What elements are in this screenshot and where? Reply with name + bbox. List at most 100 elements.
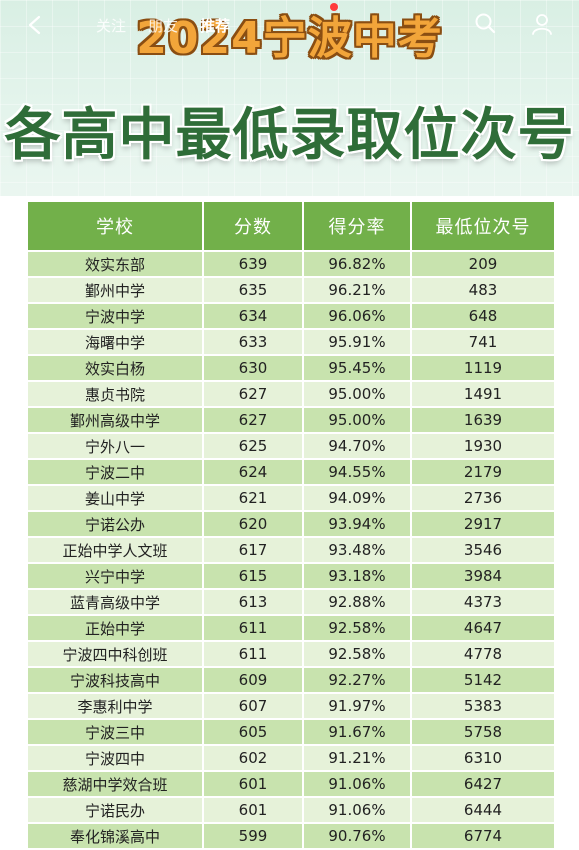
table-row: 效实白杨 630 95.45% 1119 bbox=[28, 356, 554, 380]
back-icon[interactable] bbox=[24, 14, 46, 36]
search-icon[interactable] bbox=[474, 12, 496, 34]
table-row: 兴宁中学 615 93.18% 3984 bbox=[28, 564, 554, 588]
table-row: 宁波中学 634 96.06% 648 bbox=[28, 304, 554, 328]
score-cell: 639 bbox=[204, 252, 304, 276]
min-rank-cell: 6310 bbox=[412, 746, 554, 770]
min-rank-cell: 1491 bbox=[412, 382, 554, 406]
table-row: 宁波四中科创班 611 92.58% 4778 bbox=[28, 642, 554, 666]
score-cell: 607 bbox=[204, 694, 304, 718]
header-school: 学校 bbox=[28, 202, 204, 250]
school-cell: 宁外八一 bbox=[28, 434, 204, 458]
header-score-rate: 得分率 bbox=[304, 202, 412, 250]
tab-recommend[interactable]: 推荐 bbox=[200, 16, 231, 35]
score-cell: 611 bbox=[204, 616, 304, 640]
score-rate-cell: 92.88% bbox=[304, 590, 412, 614]
school-cell: 鄞州高级中学 bbox=[28, 408, 204, 432]
school-cell: 鄞州中学 bbox=[28, 278, 204, 302]
score-cell: 625 bbox=[204, 434, 304, 458]
score-rate-cell: 93.48% bbox=[304, 538, 412, 562]
min-rank-cell: 2179 bbox=[412, 460, 554, 484]
top-tabs: 关注 朋友 推荐 bbox=[96, 12, 230, 38]
min-rank-cell: 5142 bbox=[412, 668, 554, 692]
min-rank-cell: 4778 bbox=[412, 642, 554, 666]
school-cell: 蓝青高级中学 bbox=[28, 590, 204, 614]
table-row: 宁诺民办 601 91.06% 6444 bbox=[28, 798, 554, 822]
table-row: 鄞州中学 635 96.21% 483 bbox=[28, 278, 554, 302]
score-rate-cell: 95.00% bbox=[304, 382, 412, 406]
min-rank-cell: 483 bbox=[412, 278, 554, 302]
cutoff-table: 学校 分数 得分率 最低位次号 效实东部 639 96.82% 209 鄞州中学 635 9… bbox=[28, 200, 554, 850]
min-rank-cell: 4647 bbox=[412, 616, 554, 640]
score-cell: 617 bbox=[204, 538, 304, 562]
header-banner: 2024宁波中考 各高中最低录取位次号 bbox=[0, 0, 579, 196]
score-rate-cell: 94.55% bbox=[304, 460, 412, 484]
min-rank-cell: 2917 bbox=[412, 512, 554, 536]
table-row: 蓝青高级中学 613 92.88% 4373 bbox=[28, 590, 554, 614]
score-rate-cell: 92.27% bbox=[304, 668, 412, 692]
tab-follow[interactable]: 关注 bbox=[96, 16, 127, 35]
school-cell: 李惠利中学 bbox=[28, 694, 204, 718]
score-cell: 599 bbox=[204, 824, 304, 848]
table-row: 惠贞书院 627 95.00% 1491 bbox=[28, 382, 554, 406]
score-rate-cell: 91.21% bbox=[304, 746, 412, 770]
school-cell: 正始中学 bbox=[28, 616, 204, 640]
score-cell: 624 bbox=[204, 460, 304, 484]
score-cell: 613 bbox=[204, 590, 304, 614]
school-cell: 海曙中学 bbox=[28, 330, 204, 354]
school-cell: 姜山中学 bbox=[28, 486, 204, 510]
school-cell: 宁波科技高中 bbox=[28, 668, 204, 692]
score-cell: 601 bbox=[204, 798, 304, 822]
header-min-rank: 最低位次号 bbox=[412, 202, 554, 250]
table-row: 宁波四中 602 91.21% 6310 bbox=[28, 746, 554, 770]
score-rate-cell: 96.06% bbox=[304, 304, 412, 328]
school-cell: 宁诺公办 bbox=[28, 512, 204, 536]
table-row: 正始中学 611 92.58% 4647 bbox=[28, 616, 554, 640]
min-rank-cell: 1119 bbox=[412, 356, 554, 380]
score-cell: 620 bbox=[204, 512, 304, 536]
school-cell: 宁诺民办 bbox=[28, 798, 204, 822]
table-row: 宁波二中 624 94.55% 2179 bbox=[28, 460, 554, 484]
school-cell: 宁波四中 bbox=[28, 746, 204, 770]
notification-dot bbox=[330, 3, 338, 11]
page-title-main: 各高中最低录取位次号 bbox=[4, 103, 575, 168]
app-bar: 关注 朋友 推荐 bbox=[0, 0, 579, 52]
tab-friends[interactable]: 朋友 bbox=[148, 16, 179, 35]
table-row: 宁诺公办 620 93.94% 2917 bbox=[28, 512, 554, 536]
min-rank-cell: 5758 bbox=[412, 720, 554, 744]
score-rate-cell: 92.58% bbox=[304, 642, 412, 666]
score-rate-cell: 91.06% bbox=[304, 798, 412, 822]
score-rate-cell: 94.09% bbox=[304, 486, 412, 510]
school-cell: 惠贞书院 bbox=[28, 382, 204, 406]
min-rank-cell: 6444 bbox=[412, 798, 554, 822]
score-rate-cell: 96.82% bbox=[304, 252, 412, 276]
min-rank-cell: 6427 bbox=[412, 772, 554, 796]
score-rate-cell: 91.06% bbox=[304, 772, 412, 796]
school-cell: 效实白杨 bbox=[28, 356, 204, 380]
score-cell: 601 bbox=[204, 772, 304, 796]
table-row: 姜山中学 621 94.09% 2736 bbox=[28, 486, 554, 510]
table-row: 正始中学人文班 617 93.48% 3546 bbox=[28, 538, 554, 562]
school-cell: 兴宁中学 bbox=[28, 564, 204, 588]
table-row: 鄞州高级中学 627 95.00% 1639 bbox=[28, 408, 554, 432]
score-rate-cell: 91.67% bbox=[304, 720, 412, 744]
score-cell: 621 bbox=[204, 486, 304, 510]
min-rank-cell: 741 bbox=[412, 330, 554, 354]
user-icon[interactable] bbox=[530, 12, 554, 36]
score-cell: 609 bbox=[204, 668, 304, 692]
school-cell: 正始中学人文班 bbox=[28, 538, 204, 562]
min-rank-cell: 5383 bbox=[412, 694, 554, 718]
score-cell: 635 bbox=[204, 278, 304, 302]
table-body: 效实东部 639 96.82% 209 鄞州中学 635 96.21% 483 宁波中学 634 9… bbox=[28, 252, 554, 848]
school-cell: 宁波中学 bbox=[28, 304, 204, 328]
min-rank-cell: 1930 bbox=[412, 434, 554, 458]
school-cell: 宁波三中 bbox=[28, 720, 204, 744]
score-cell: 611 bbox=[204, 642, 304, 666]
school-cell: 慈湖中学效合班 bbox=[28, 772, 204, 796]
score-cell: 634 bbox=[204, 304, 304, 328]
score-cell: 627 bbox=[204, 408, 304, 432]
score-rate-cell: 91.97% bbox=[304, 694, 412, 718]
school-cell: 奉化锦溪高中 bbox=[28, 824, 204, 848]
table-row: 奉化锦溪高中 599 90.76% 6774 bbox=[28, 824, 554, 848]
score-cell: 630 bbox=[204, 356, 304, 380]
min-rank-cell: 6774 bbox=[412, 824, 554, 848]
